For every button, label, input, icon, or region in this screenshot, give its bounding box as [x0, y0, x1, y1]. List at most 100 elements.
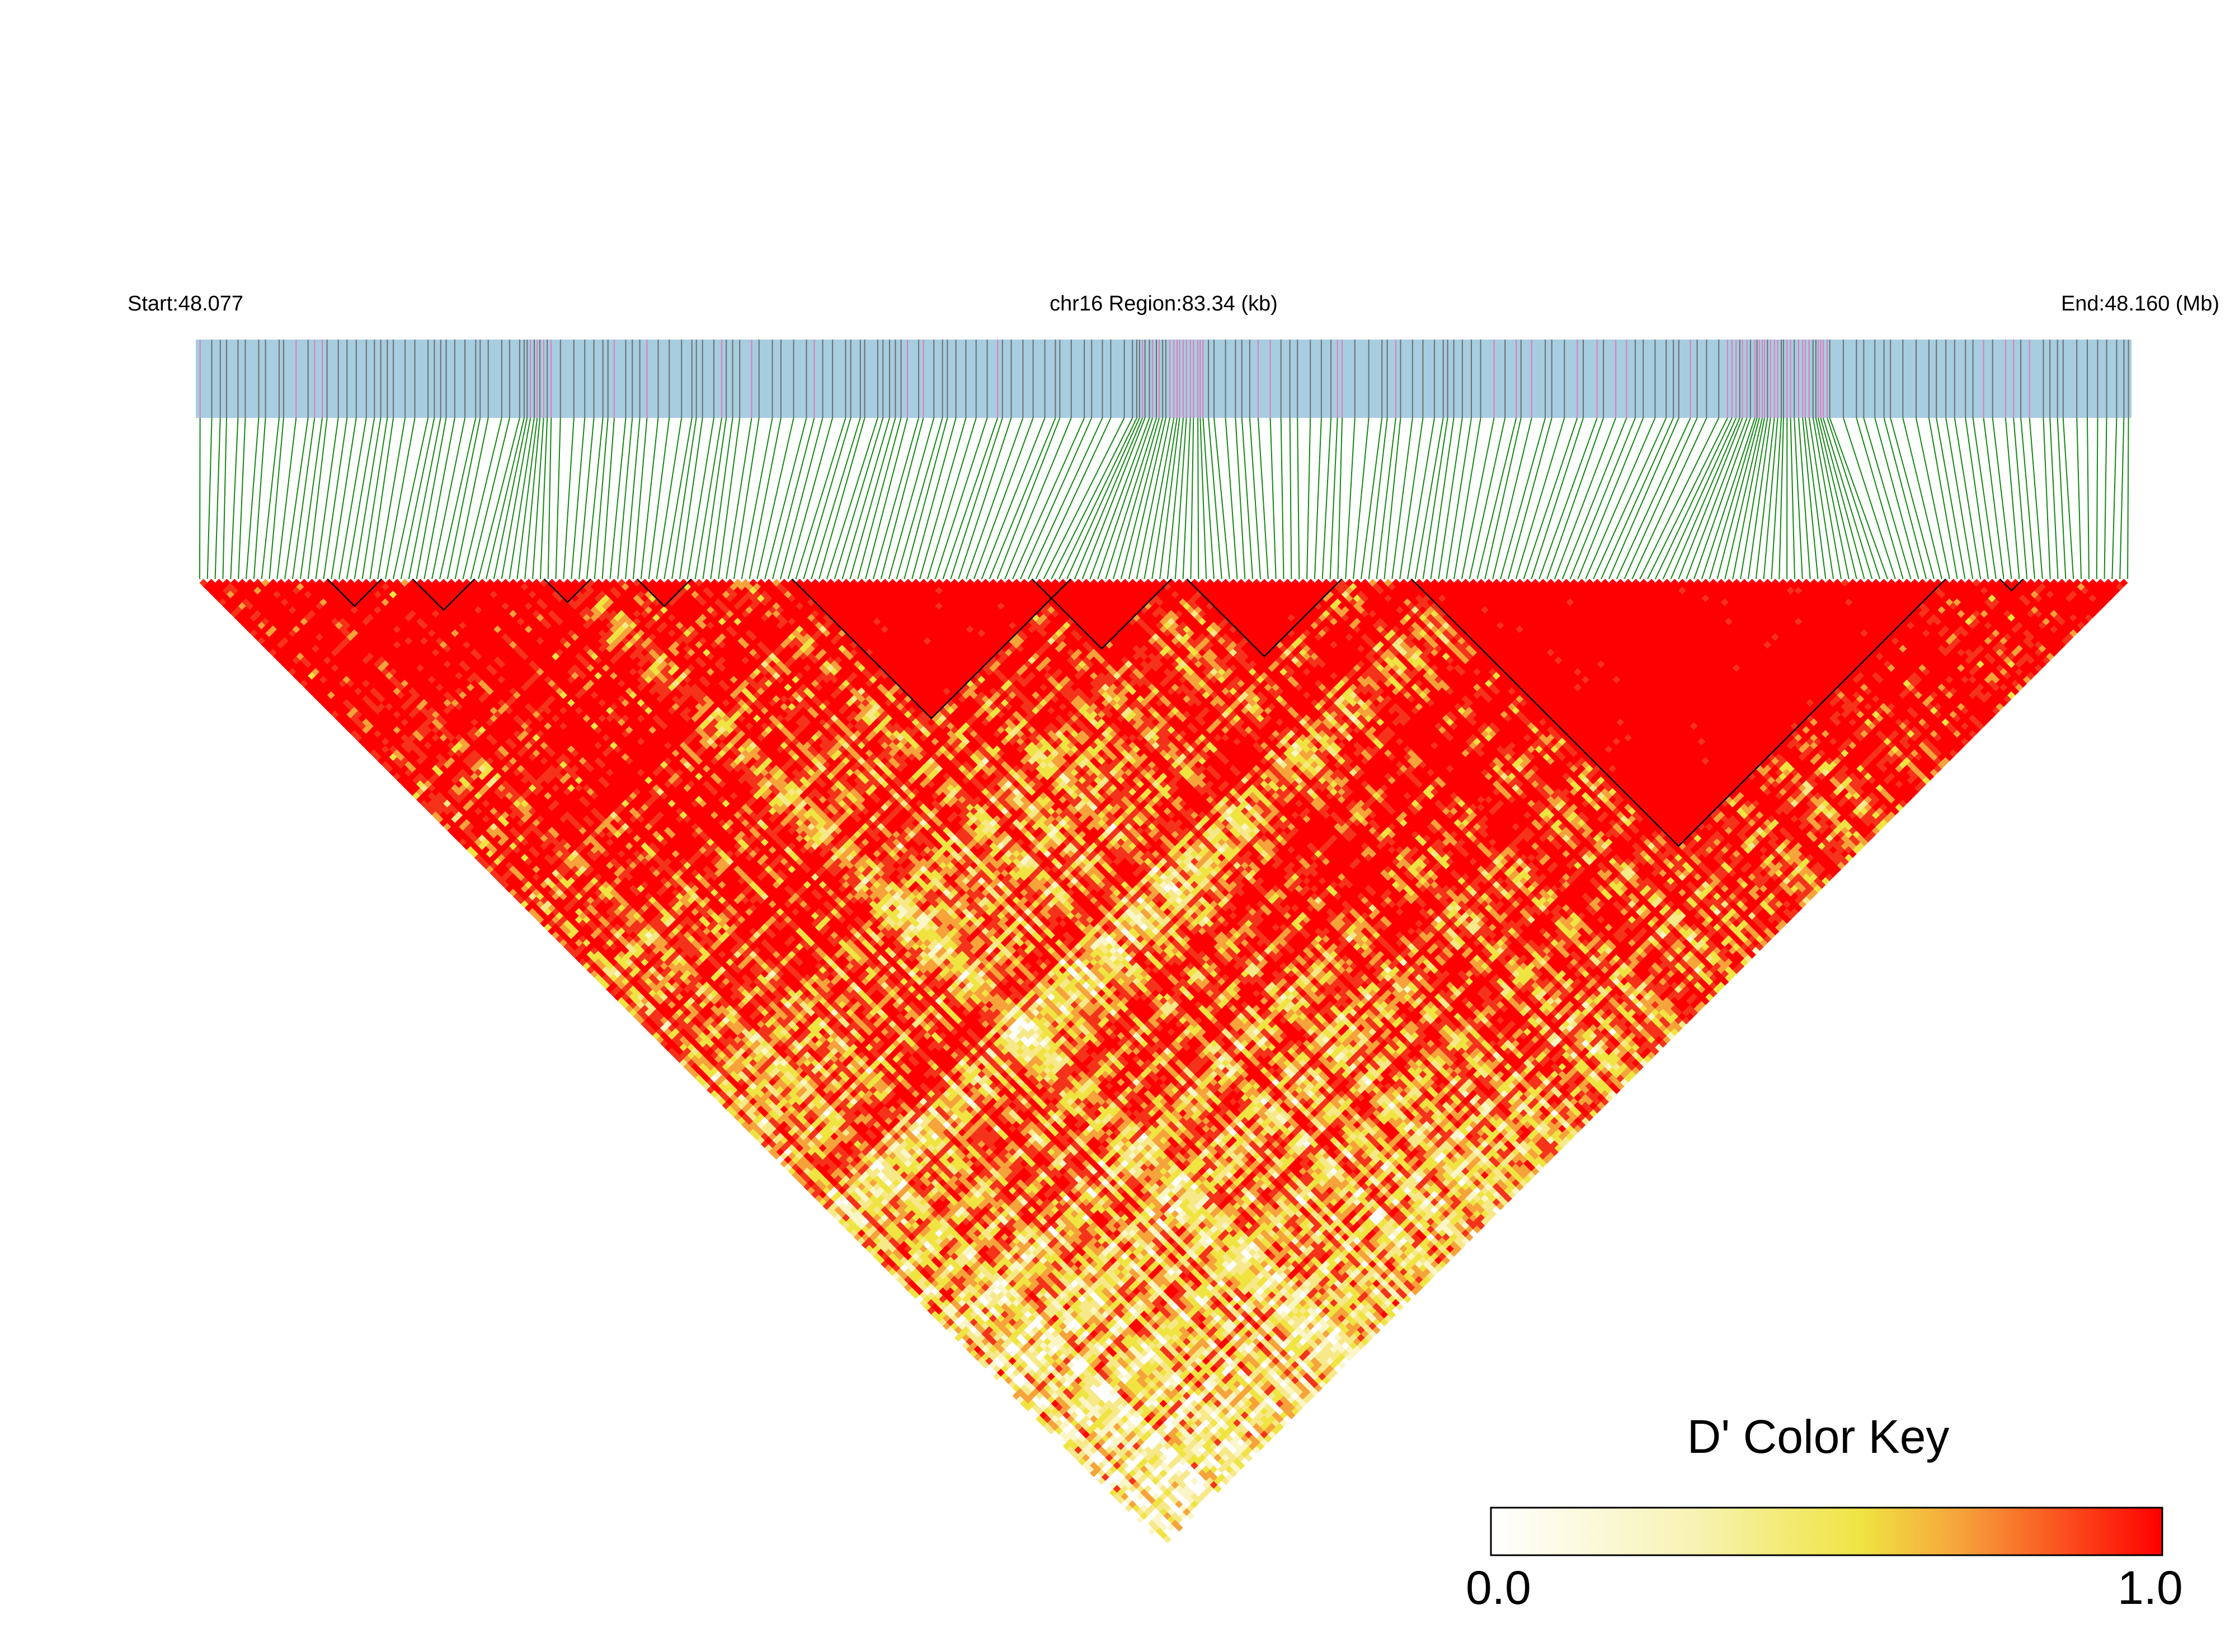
snp-connector-line — [1208, 417, 1222, 580]
snp-connector-line — [756, 417, 794, 580]
snp-connector-line — [950, 417, 1003, 580]
snp-connector-line — [2104, 417, 2107, 580]
snp-connector-line — [1808, 417, 1834, 580]
snp-connector-line — [1747, 417, 1771, 580]
snp-connector-line — [1829, 417, 1888, 580]
snp-connector-line — [664, 417, 693, 580]
snp-connector-line — [1280, 417, 1284, 580]
snp-connector-line — [1546, 417, 1605, 580]
snp-connector-line — [1345, 417, 1356, 580]
snp-connector-line — [1778, 417, 1784, 580]
snp-connector-line — [1453, 417, 1481, 580]
snp-connector-line — [1693, 417, 1751, 580]
snp-connector-line — [1144, 417, 1175, 580]
snp-connector-line — [214, 417, 221, 580]
snp-connector-line — [1174, 417, 1187, 580]
snp-connector-line — [1531, 417, 1584, 580]
snp-connector-line — [1190, 417, 1194, 580]
snp-connector-line — [571, 417, 586, 580]
snp-connector-line — [1902, 417, 1942, 580]
snp-connector-line — [1616, 417, 1691, 580]
snp-connector-line — [1406, 417, 1435, 580]
snp-connector-line — [1166, 417, 1184, 580]
snp-connector-line — [586, 417, 604, 580]
snp-connector-line — [578, 417, 595, 580]
snp-connector-line — [966, 417, 1024, 580]
snp-connector-line — [1601, 417, 1674, 580]
snp-connector-line — [934, 417, 988, 580]
snp-connector-line — [2013, 417, 2028, 580]
snp-connector-line — [539, 417, 548, 580]
snp-ticks — [199, 340, 2129, 418]
snp-connector-line — [1484, 417, 1522, 580]
snp-connector-line — [1874, 417, 1919, 580]
snp-connector-line — [1709, 417, 1758, 580]
snp-connector-line — [2119, 417, 2125, 580]
snp-connector-line — [1461, 417, 1495, 580]
snp-connector-line — [1639, 417, 1720, 580]
snp-connector-line — [1724, 417, 1763, 580]
snp-connector-line — [1438, 417, 1463, 580]
snp-connector-line — [1257, 417, 1269, 580]
snp-connector-line — [1360, 417, 1383, 580]
snp-connector-line — [996, 417, 1061, 580]
snp-connector-line — [865, 417, 909, 580]
snp-connector-line — [1755, 417, 1775, 580]
snp-connector-line — [1202, 417, 1215, 580]
snp-connector-line — [1081, 417, 1146, 580]
snp-connector-line — [2111, 417, 2118, 580]
snp-connector-line — [741, 417, 773, 580]
snp-connector-line — [671, 417, 697, 580]
snp-connector-line — [1561, 417, 1627, 580]
snp-connector-line — [1732, 417, 1765, 580]
snp-connector-line — [1159, 417, 1180, 580]
snp-connector-line — [1004, 417, 1072, 580]
snp-connector-line — [2020, 417, 2035, 580]
snp-connector-line — [779, 417, 824, 580]
snp-connector-line — [880, 417, 924, 580]
snp-connector-line — [446, 417, 481, 580]
snp-connector-line — [1794, 417, 1803, 580]
snp-connector-line — [1306, 417, 1311, 580]
snp-connector-line — [1368, 417, 1388, 580]
snp-connector-line — [973, 417, 1034, 580]
snp-connector-line — [694, 417, 723, 580]
snp-connector-line — [516, 417, 538, 580]
snp-connector-line — [400, 417, 435, 580]
snp-connector-line — [1225, 417, 1238, 580]
snp-connector-line — [338, 417, 367, 580]
snp-connector-line — [454, 417, 489, 580]
snp-connector-line — [1817, 417, 1857, 580]
snp-connector-line — [1269, 417, 1277, 580]
snp-connector-line — [439, 417, 477, 580]
snp-connector-line — [1654, 417, 1733, 580]
snp-connector-line — [346, 417, 375, 580]
snp-connector-line — [1701, 417, 1756, 580]
snp-connector-line — [416, 417, 447, 580]
snp-connector-line — [857, 417, 902, 580]
snp-connector-line — [1763, 417, 1778, 580]
snp-connector-line — [1391, 417, 1413, 580]
snp-connector-line — [501, 417, 531, 580]
snp-connector-line — [1422, 417, 1448, 580]
snp-connector-line — [702, 417, 727, 580]
snp-connector-line — [1376, 417, 1396, 580]
snp-connector-line — [1842, 417, 1896, 580]
snp-connector-line — [1043, 417, 1125, 580]
snp-connector-line — [1538, 417, 1598, 580]
snp-connector-line — [1771, 417, 1782, 580]
snp-connectors — [199, 417, 2129, 580]
snp-connector-line — [1035, 417, 1112, 580]
snp-connector-line — [555, 417, 561, 580]
snp-connector-line — [331, 417, 357, 580]
snp-connector-line — [1820, 417, 1865, 580]
snp-connector-line — [1863, 417, 1912, 580]
snp-connector-line — [904, 417, 948, 580]
snp-connector-line — [1012, 417, 1085, 580]
snp-connector-line — [292, 417, 316, 580]
snp-connector-line — [1337, 417, 1343, 580]
snp-connector-line — [2049, 417, 2059, 580]
snp-connector-line — [1151, 417, 1178, 580]
snp-connector-line — [493, 417, 528, 580]
